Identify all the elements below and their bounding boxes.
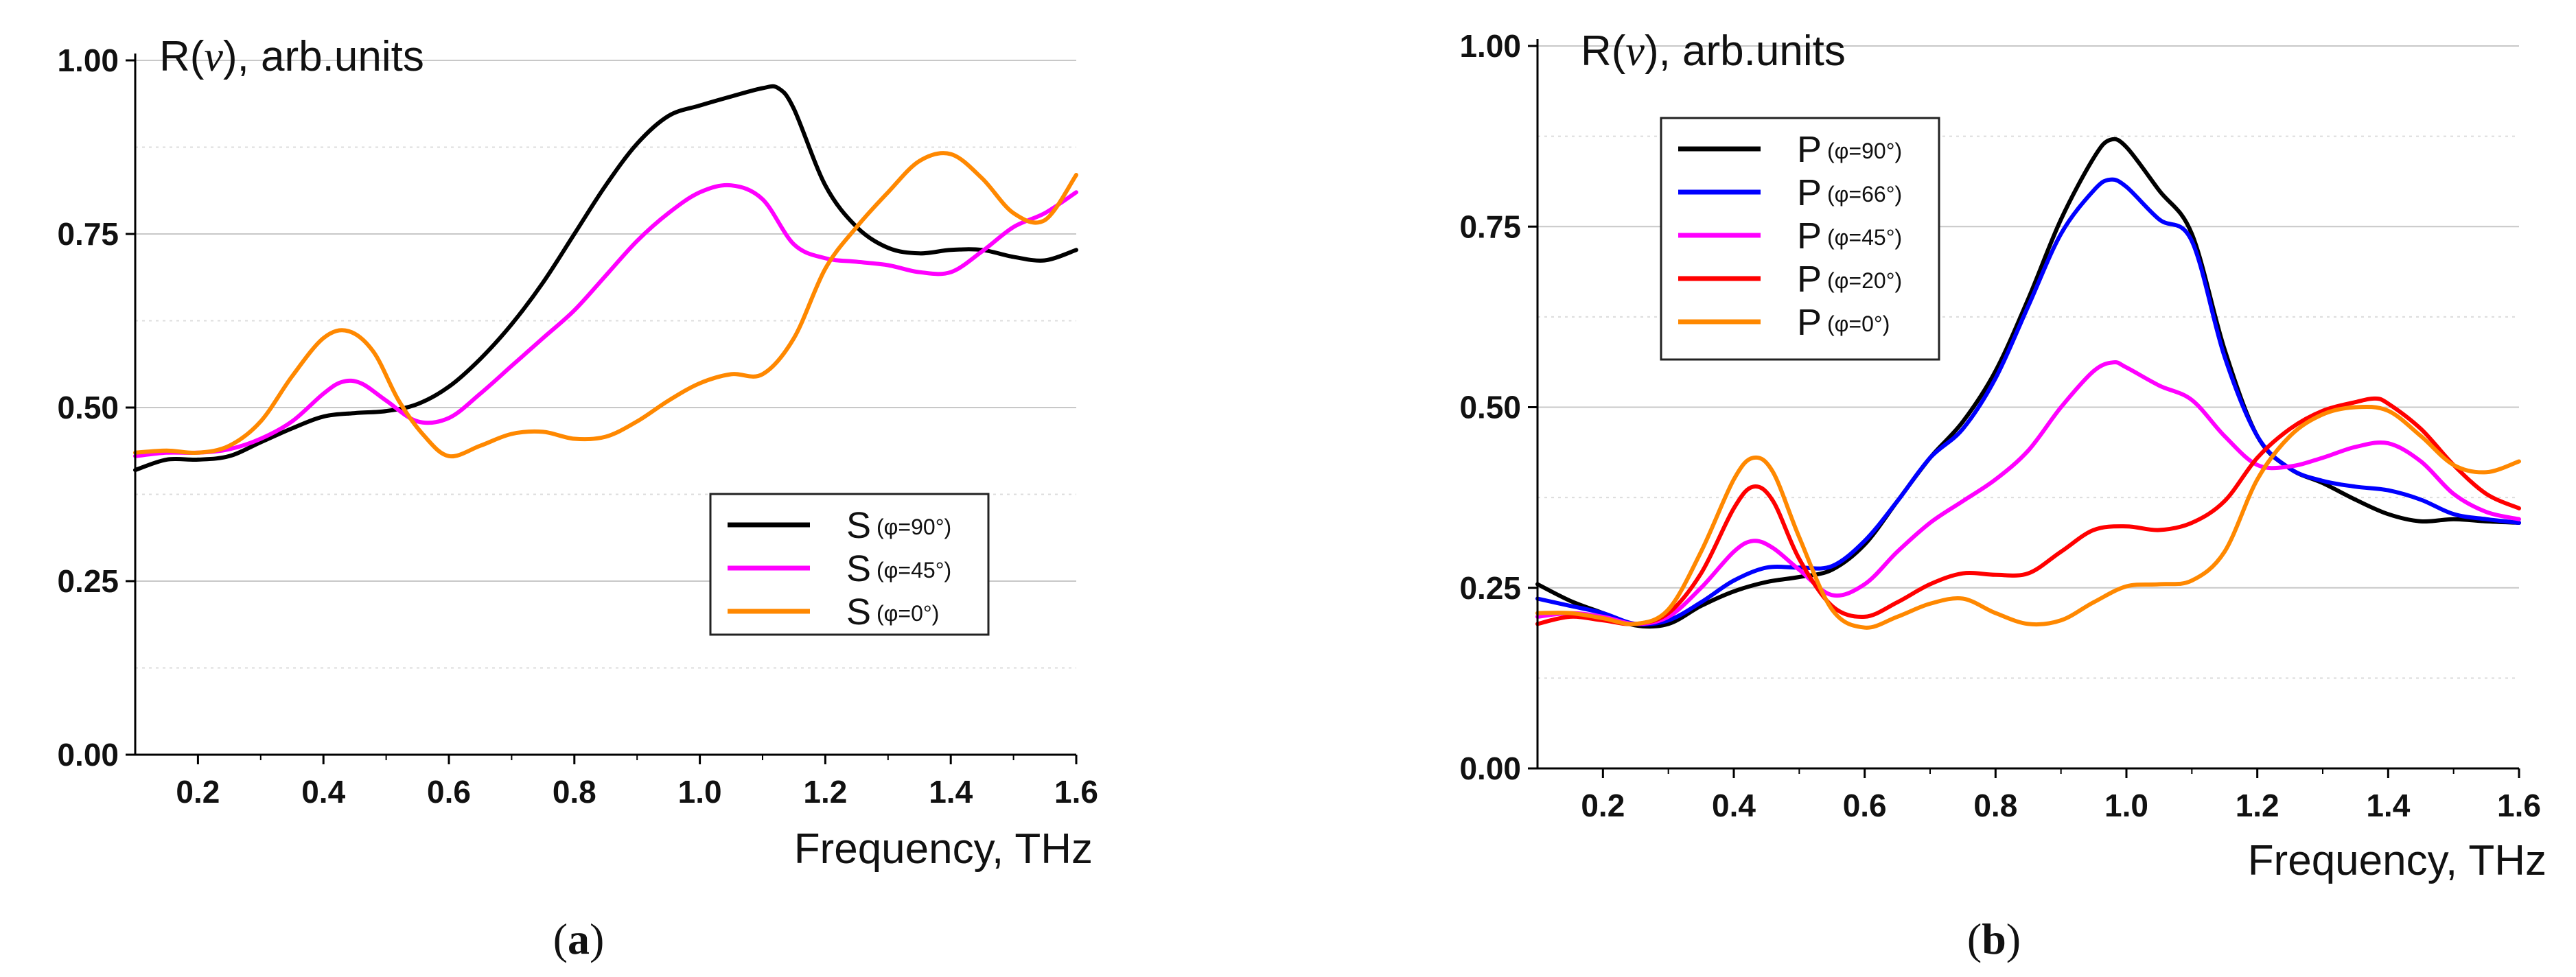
series-line	[133, 183, 1078, 458]
x-tick-label: 0.2	[1581, 788, 1625, 823]
y-axis-label-prefix: R(	[159, 33, 205, 80]
y-axis-label: R(ν), arb.units	[1581, 27, 1846, 75]
y-tick-label: 0.75	[1459, 209, 1521, 244]
x-tick-label: 0.6	[1843, 788, 1887, 823]
legend-sublabel: (φ=66°)	[1827, 182, 1902, 207]
series-line	[133, 84, 1078, 473]
legend-label: P	[1797, 259, 1822, 300]
y-tick-label: 1.00	[57, 43, 119, 78]
x-tick-label: 0.4	[301, 774, 345, 810]
y-axis-label-prefix: R(	[1581, 27, 1626, 75]
x-tick-label: 0.4	[1712, 788, 1756, 823]
panel-label-letter: a	[568, 915, 590, 963]
x-axis-label: Frequency, THz	[794, 825, 1093, 873]
series-line	[1535, 396, 2521, 626]
legend: P (φ=90°)P (φ=66°)P (φ=45°)P (φ=20°)P (φ=0°)	[1660, 117, 1940, 361]
y-axis-label-symbol: ν	[1625, 28, 1645, 75]
y-tick-label: 0.25	[57, 563, 119, 599]
series-line	[1535, 137, 2521, 629]
y-tick-label: 0.75	[57, 216, 119, 252]
x-tick-label: 0.2	[176, 774, 220, 810]
series-line	[133, 151, 1078, 459]
legend: S (φ=90°)S (φ=45°)S (φ=0°)	[709, 493, 990, 636]
panel-label-open: (	[1967, 915, 1982, 963]
y-tick-label: 0.50	[57, 390, 119, 425]
x-tick-label: 1.2	[2236, 788, 2279, 823]
legend-sublabel: (φ=0°)	[877, 601, 939, 626]
series-line	[1535, 177, 2521, 627]
y-axis-label-suffix: ), arb.units	[223, 33, 424, 80]
x-tick-label: 1.4	[929, 774, 973, 810]
x-tick-label: 1.0	[2104, 788, 2148, 823]
legend-label: P	[1797, 215, 1822, 257]
x-tick-label: 1.6	[2497, 788, 2541, 823]
y-tick-label: 0.25	[1459, 570, 1521, 606]
x-axis-label: Frequency, THz	[2248, 837, 2546, 884]
y-axis-label: R(ν), arb.units	[159, 33, 424, 80]
legend-sublabel: (φ=20°)	[1827, 268, 1902, 293]
series-line	[1535, 404, 2521, 630]
legend-label: S	[846, 548, 871, 589]
legend-sublabel: (φ=90°)	[877, 515, 951, 539]
panel-label-open: (	[553, 915, 568, 963]
legend-sublabel: (φ=45°)	[1827, 225, 1902, 250]
panel-label-close: )	[590, 915, 604, 963]
legend-label: S	[846, 591, 871, 633]
legend-sublabel: (φ=90°)	[1827, 139, 1902, 163]
panel-label-close: )	[2006, 915, 2021, 963]
x-tick-label: 1.4	[2366, 788, 2410, 823]
chart-panel-b: 0.00 0.25 0.50 0.75 1.00 0.2 0.4 0.6 0.8 1.0 1.2 1.…	[1459, 27, 2546, 963]
y-axis-label-suffix: ), arb.units	[1645, 27, 1846, 75]
chart-panel-a: 0.00 0.25 0.50 0.75 1.00 0.2 0.4 0.6 0.8 1.0 1.2 1.…	[57, 33, 1098, 963]
x-tick-label: 0.8	[553, 774, 596, 810]
panel-label: (a)	[553, 915, 605, 963]
legend-box	[1660, 117, 1940, 361]
legend-label: P	[1797, 129, 1822, 170]
y-tick-label: 1.00	[1459, 28, 1521, 64]
legend-label: S	[846, 505, 871, 546]
y-axis-label-symbol: ν	[204, 34, 223, 80]
legend-label: P	[1797, 302, 1822, 343]
series-line	[1535, 360, 2521, 626]
panel-label-letter: b	[1982, 915, 2006, 963]
x-tick-label: 0.8	[1973, 788, 2017, 823]
y-tick-label: 0.00	[57, 737, 119, 773]
y-tick-label: 0.50	[1459, 390, 1521, 425]
legend-label: P	[1797, 172, 1822, 213]
panel-label: (b)	[1967, 915, 2021, 963]
legend-sublabel: (φ=0°)	[1827, 311, 1890, 336]
legend-sublabel: (φ=45°)	[877, 558, 951, 582]
x-tick-label: 1.2	[803, 774, 847, 810]
x-tick-label: 1.0	[678, 774, 722, 810]
y-tick-label: 0.00	[1459, 751, 1521, 786]
x-tick-label: 1.6	[1054, 774, 1098, 810]
x-tick-label: 0.6	[427, 774, 471, 810]
